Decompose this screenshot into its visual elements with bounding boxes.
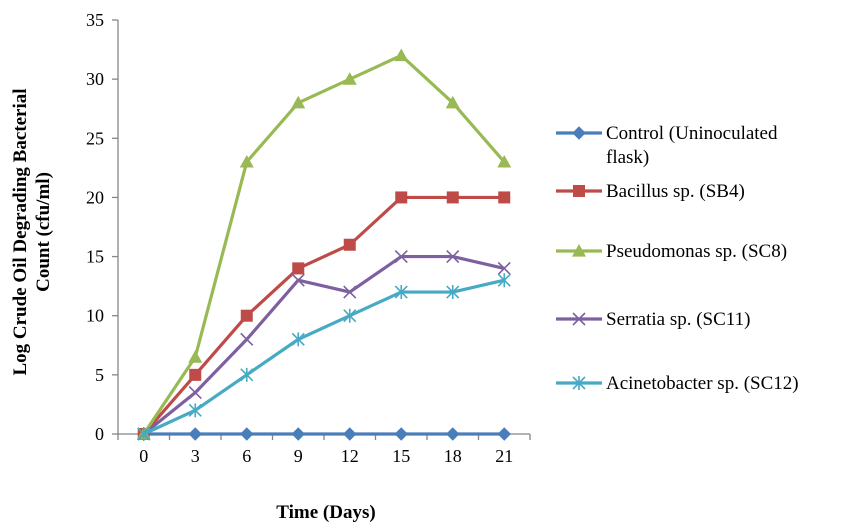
y-axis-title: Log Crude Oil Degrading Bacterial Count (… xyxy=(10,88,54,375)
x-tick-label: 21 xyxy=(495,446,513,466)
data-point xyxy=(188,427,202,441)
x-tick-label: 6 xyxy=(242,446,251,466)
legend-item-serratia-sp-sc11: Serratia sp. (SC11) xyxy=(556,309,750,330)
x-tick-label: 18 xyxy=(444,446,462,466)
series-line xyxy=(142,195,505,436)
legend-label: flask) xyxy=(606,147,649,168)
axes xyxy=(112,19,531,440)
data-point xyxy=(395,191,408,204)
data-point xyxy=(394,48,409,62)
data-point xyxy=(291,332,305,347)
legend-swatch-marker xyxy=(572,126,586,140)
data-point xyxy=(291,95,306,109)
series-control-uninoculated xyxy=(137,427,511,441)
y-tick-label: 20 xyxy=(86,187,104,207)
legend-item-pseudomonas-sp-sc8: Pseudomonas sp. (SC8) xyxy=(556,241,787,262)
x-tick-label: 3 xyxy=(191,446,200,466)
legend-item-control-uninoculated: Control (Uninoculated flask) xyxy=(556,123,778,168)
data-point xyxy=(292,262,305,275)
data-point xyxy=(343,285,357,299)
legend-label: Pseudomonas sp. (SC8) xyxy=(606,241,787,262)
legend-label: Serratia sp. (SC11) xyxy=(606,309,750,330)
data-point xyxy=(343,308,357,323)
data-point xyxy=(240,367,254,382)
series-pseudomonas-sp-sc8 xyxy=(136,48,512,440)
data-point xyxy=(446,250,460,264)
data-point xyxy=(394,427,408,441)
legend-swatch-marker xyxy=(572,376,586,390)
x-tick-label: 15 xyxy=(392,446,410,466)
y-axis-title-line: Log Crude Oil Degrading Bacterial xyxy=(10,88,31,375)
y-tick-label: 25 xyxy=(86,128,104,148)
data-point xyxy=(342,72,357,85)
data-point xyxy=(394,250,408,264)
data-point xyxy=(446,285,460,300)
legend-label: Bacillus sp. (SB4) xyxy=(606,181,745,202)
data-point xyxy=(445,95,460,109)
data-point xyxy=(240,332,254,346)
legend-swatch-marker xyxy=(572,244,586,257)
y-tick-label: 10 xyxy=(86,306,104,326)
x-tick-label: 0 xyxy=(139,446,148,466)
data-point xyxy=(188,350,203,363)
series-line xyxy=(142,254,505,436)
data-point xyxy=(188,403,202,418)
legend-item-bacillus-sp-sb4: Bacillus sp. (SB4) xyxy=(556,181,745,202)
legend: Control (Uninoculated flask) Bacillus sp. … xyxy=(556,123,799,394)
data-point xyxy=(394,285,408,300)
y-tick-label: 5 xyxy=(95,365,104,385)
x-tick-label: 9 xyxy=(294,446,303,466)
data-point xyxy=(188,386,202,400)
series-line xyxy=(143,278,505,436)
data-point xyxy=(446,427,460,441)
y-axis-title-line: Count (cfu/ml) xyxy=(33,172,54,292)
data-point xyxy=(446,191,459,204)
legend-item-acinetobacter-sp-sc12: Acinetobacter sp. (SC12) xyxy=(556,373,799,394)
data-point xyxy=(497,273,511,288)
series-serratia-sp-sc11 xyxy=(137,250,511,441)
y-tick-label: 15 xyxy=(86,247,104,267)
legend-swatch-marker xyxy=(572,312,586,326)
plot-area xyxy=(136,48,512,441)
data-point xyxy=(189,368,202,381)
data-point xyxy=(291,273,305,287)
series-acinetobacter-sp-sc12 xyxy=(137,273,511,441)
y-tick-label: 35 xyxy=(86,10,104,30)
series-bacillus-sp-sb4 xyxy=(137,191,511,440)
legend-label: Control (Uninoculated xyxy=(606,123,778,144)
legend-label: Acinetobacter sp. (SC12) xyxy=(606,373,799,394)
data-point xyxy=(497,154,512,168)
x-tick-label: 12 xyxy=(341,446,359,466)
y-tick-label: 0 xyxy=(95,424,104,444)
tick-labels: 0 5 10 15 20 25 30 35 0 3 6 9 12 15 18 21 xyxy=(86,10,513,466)
data-point xyxy=(240,309,253,322)
data-point xyxy=(291,427,305,441)
y-tick-label: 30 xyxy=(86,69,104,89)
x-axis-title: Time (Days) xyxy=(276,502,375,523)
data-point xyxy=(240,427,254,441)
legend-swatch-marker xyxy=(573,185,585,197)
data-point xyxy=(343,238,356,251)
data-point xyxy=(497,261,511,275)
data-point xyxy=(239,154,254,168)
data-point xyxy=(498,191,511,204)
data-point xyxy=(497,427,511,441)
series-line xyxy=(142,53,506,435)
data-point xyxy=(343,427,357,441)
data-point xyxy=(137,427,151,441)
